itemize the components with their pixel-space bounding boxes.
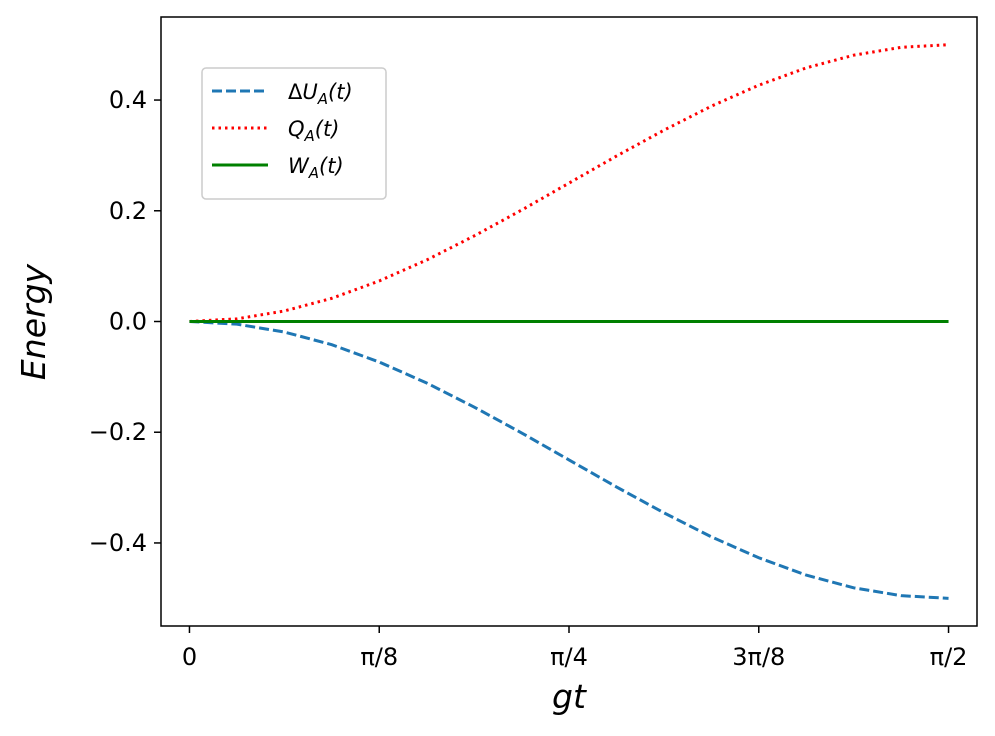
legend: ΔUA(t)QA(t)WA(t) [201,67,387,200]
legend-label-main-0: U [302,80,317,104]
legend-label-sub-1: A [304,127,315,145]
y-ticks: −0.4 −0.2 0.0 0.2 0.4 [89,86,161,557]
x-tick-label-0: 0 [182,643,197,671]
series-line-1 [189,43,949,323]
x-axis-label: gt [552,677,587,716]
y-axis-label: Energy [14,263,53,380]
legend-label-sub-0: A [317,90,328,108]
legend-label-2: WA(t) [288,154,344,182]
series-layer [189,43,949,600]
legend-label-1: QA(t) [288,117,339,145]
legend-label-main-1: Q [288,117,305,141]
legend-label-0: ΔUA(t) [288,80,353,108]
y-tick-label-0: −0.4 [89,529,147,557]
x-tick-label-3: 3π/8 [732,643,785,671]
x-tick-label-2: π/4 [550,643,588,671]
legend-label-delta-0: Δ [288,80,303,104]
y-tick-label-1: −0.2 [89,418,147,446]
legend-label-sub-2: A [308,164,319,182]
legend-label-tail-1: (t) [315,117,340,141]
legend-label-tail-0: (t) [328,80,353,104]
x-tick-label-1: π/8 [360,643,398,671]
series-line-0 [189,320,949,600]
x-tick-label-4: π/2 [930,643,968,671]
y-tick-label-3: 0.2 [109,197,147,225]
legend-label-main-2: W [288,154,310,178]
legend-label-tail-2: (t) [319,154,344,178]
x-ticks: 0 π/8 π/4 3π/8 π/2 [182,626,968,671]
legend-items: ΔUA(t)QA(t)WA(t) [212,80,353,182]
y-tick-label-2: 0.0 [109,308,147,336]
y-tick-label-4: 0.4 [109,86,147,114]
